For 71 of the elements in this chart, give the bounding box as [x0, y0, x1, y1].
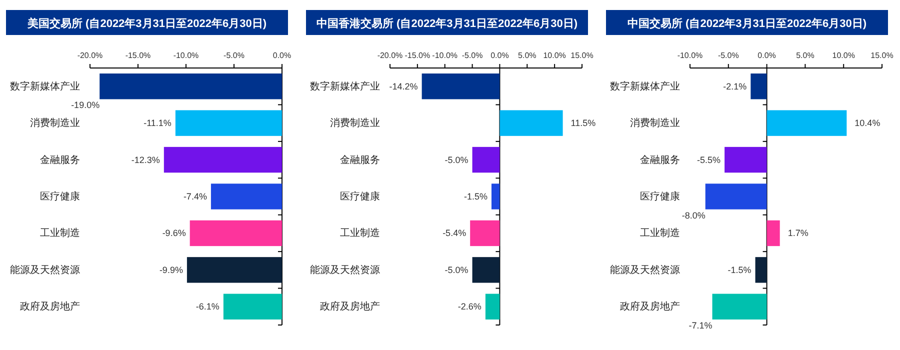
y-tick-label: 工业制造: [340, 227, 380, 240]
x-tick-label: -10.0%: [432, 51, 458, 60]
x-tick-label: -5.0%: [718, 51, 739, 60]
data-label: -19.0%: [71, 100, 100, 110]
bar: [724, 146, 767, 173]
y-tick-label: 政府及房地产: [20, 300, 80, 313]
data-label: -9.6%: [162, 228, 186, 238]
data-label: 10.4%: [854, 118, 880, 128]
x-tick-label: 5.0%: [796, 51, 814, 60]
y-tick-label: 医疗健康: [340, 190, 380, 202]
y-tick-label: 消费制造业: [330, 117, 380, 130]
y-tick-label: 政府及房地产: [620, 300, 680, 313]
x-tick-label: 0.0%: [758, 51, 776, 60]
x-tick-label: 0.0%: [490, 51, 509, 60]
data-label: -5.4%: [442, 228, 466, 238]
x-tick-label: 0.0%: [272, 51, 292, 60]
data-label: -11.1%: [144, 118, 172, 128]
data-label: -9.9%: [159, 264, 183, 275]
x-tick-label: -10.0%: [173, 51, 199, 60]
chart-title: 中国交易所 (自2022年3月31日至2022年6月30日): [627, 17, 867, 30]
y-tick-label: 数字新媒体产业: [10, 80, 80, 92]
x-tick-label: 10.0%: [543, 51, 566, 60]
y-tick-label: 数字新媒体产业: [310, 80, 380, 92]
data-label: 1.7%: [788, 228, 808, 238]
bar: [755, 257, 767, 283]
y-tick-label: 能源及天然资源: [10, 264, 80, 276]
data-label: -1.5%: [464, 192, 488, 202]
y-tick-label: 工业制造: [40, 227, 80, 240]
x-tick-label: -15.0%: [404, 51, 430, 60]
data-label: -1.5%: [728, 264, 752, 275]
y-tick-label: 消费制造业: [630, 117, 680, 130]
data-label: -8.0%: [682, 210, 706, 220]
y-tick-label: 金融服务: [640, 154, 680, 166]
data-label: -2.1%: [723, 81, 747, 92]
chart-title: 中国香港交易所 (自2022年3月31日至2022年6月30日): [316, 17, 578, 30]
x-tick-label: 10.0%: [832, 51, 855, 60]
bar: [766, 220, 780, 246]
y-tick-label: 政府及房地产: [320, 300, 380, 313]
y-tick-label: 金融服务: [40, 154, 80, 166]
y-tick-label: 医疗健康: [40, 190, 80, 202]
data-label: -7.4%: [183, 192, 207, 202]
x-tick-label: -20.0%: [77, 51, 103, 60]
data-label: -7.1%: [688, 320, 712, 330]
data-label: -2.6%: [458, 302, 482, 312]
data-label: -5.0%: [444, 264, 468, 275]
y-tick-label: 能源及天然资源: [610, 264, 680, 276]
data-label: -5.0%: [444, 154, 468, 165]
data-label: -5.5%: [697, 154, 721, 165]
y-tick-label: 医疗健康: [640, 190, 680, 202]
y-tick-label: 数字新媒体产业: [610, 80, 680, 92]
data-label: -12.3%: [131, 154, 160, 165]
data-label: -14.2%: [389, 81, 418, 92]
data-label: 11.5%: [570, 118, 596, 128]
x-tick-label: -20.0%: [377, 51, 403, 60]
bar: [750, 74, 767, 100]
bar: [766, 110, 847, 136]
x-tick-label: -15.0%: [125, 51, 151, 60]
x-tick-label: -5.0%: [462, 51, 483, 60]
y-tick-label: 金融服务: [340, 154, 380, 166]
bar: [705, 184, 767, 210]
chart-title: 美国交易所 (自2022年3月31日至2022年6月30日): [26, 17, 267, 30]
y-tick-label: 消费制造业: [30, 117, 80, 130]
x-tick-label: -10.0%: [677, 51, 703, 60]
y-tick-label: 工业制造: [640, 227, 680, 240]
data-label: -6.1%: [196, 302, 220, 312]
x-tick-label: -5.0%: [224, 51, 244, 60]
x-tick-label: 15.0%: [570, 51, 594, 60]
x-tick-label: 15.0%: [870, 51, 894, 60]
x-tick-label: 5.0%: [518, 51, 536, 60]
y-tick-label: 能源及天然资源: [310, 264, 380, 276]
bar: [712, 294, 767, 320]
